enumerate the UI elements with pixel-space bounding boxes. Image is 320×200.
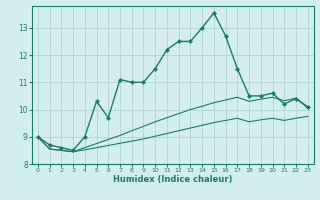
X-axis label: Humidex (Indice chaleur): Humidex (Indice chaleur) <box>113 175 233 184</box>
